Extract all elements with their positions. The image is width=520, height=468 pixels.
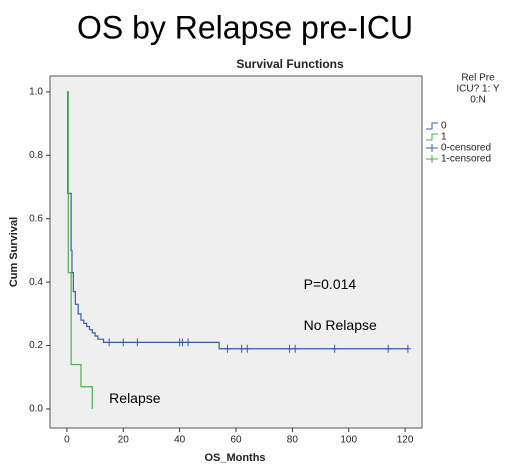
censor-mark [385,344,392,353]
legend-label: 0-censored [441,143,491,154]
plot-area [49,75,423,429]
y-tick-label: 0.6 [29,213,43,224]
censor-mark [238,344,245,353]
legend-title: Rel Pre [461,73,495,84]
censor-mark [286,344,293,353]
annotation: P=0.014 [304,276,357,292]
censor-mark [224,344,231,353]
x-tick-label: 60 [230,435,242,446]
legend-swatch [426,133,438,141]
censor-mark [179,338,186,347]
legend-title: 0:N [470,95,486,106]
y-tick-label: 0.8 [29,150,43,161]
legend-swatch [426,155,438,163]
survival-line [66,91,408,350]
y-tick-label: 0.4 [29,277,43,288]
legend-swatch [426,144,438,152]
y-tick-label: 1.0 [29,86,43,97]
x-axis-label: OS_Months [204,452,265,464]
x-tick-label: 100 [340,435,357,446]
x-tick-label: 20 [118,435,130,446]
x-tick-label: 80 [287,435,299,446]
y-axis-label: Cum Survival [8,217,20,287]
x-tick-label: 120 [397,435,414,446]
annotation: No Relapse [304,317,377,333]
legend-label: 1 [441,132,447,143]
legend-title: ICU? 1: Y [456,84,499,95]
chart-subtitle: Survival Functions [236,57,344,71]
censor-mark [185,338,192,347]
survival-line [66,91,93,409]
annotation: Relapse [109,390,161,406]
censor-mark [292,344,299,353]
censor-mark [134,338,141,347]
legend-label: 1-censored [441,154,491,165]
legend-label: 0 [441,121,447,132]
censor-mark [106,338,113,347]
chart-title: OS by Relapse pre-ICU [77,9,413,45]
y-tick-label: 0.0 [29,404,43,415]
censor-mark [331,344,338,353]
y-tick-label: 0.2 [29,340,43,351]
censor-mark [120,338,127,347]
legend-swatch [426,122,438,130]
x-tick-label: 40 [174,435,186,446]
censor-mark [244,344,251,353]
censor-mark [404,344,411,353]
x-tick-label: 0 [64,435,70,446]
